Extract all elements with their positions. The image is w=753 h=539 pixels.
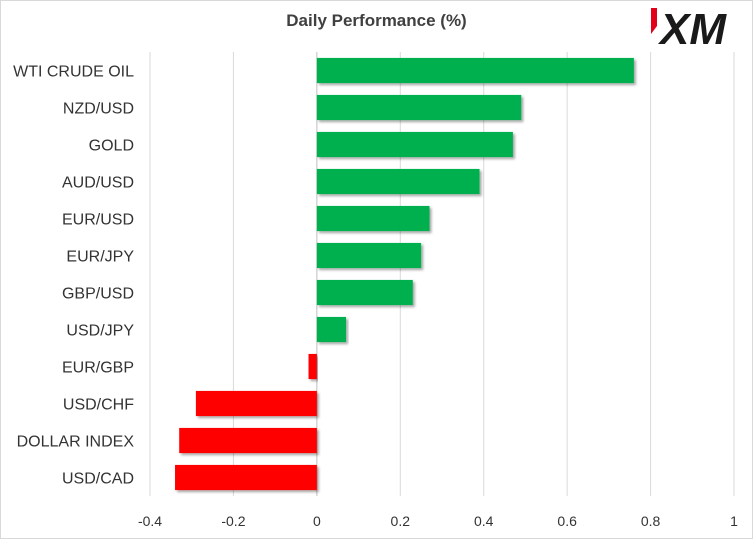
bar: [316, 131, 513, 158]
bar: [195, 390, 317, 417]
category-label: DOLLAR INDEX: [17, 434, 135, 451]
x-tick-label: -0.2: [221, 513, 245, 529]
bar: [308, 353, 317, 380]
category-label: USD/CHF: [63, 397, 134, 414]
category-label: WTI CRUDE OIL: [13, 64, 134, 81]
bar: [316, 279, 413, 306]
x-tick-label: 0.8: [641, 513, 661, 529]
category-label: USD/CAD: [62, 471, 134, 488]
bar: [316, 316, 347, 343]
category-label: AUD/USD: [62, 175, 134, 192]
bar: [316, 205, 430, 232]
bar: [316, 94, 522, 121]
category-label: GBP/USD: [62, 286, 134, 303]
category-label: GOLD: [89, 138, 134, 155]
bar: [316, 57, 634, 84]
category-label: USD/JPY: [66, 323, 134, 340]
bar: [316, 168, 480, 195]
x-tick-label: 0: [313, 513, 321, 529]
x-tick-label: -0.4: [138, 513, 162, 529]
chart-title: Daily Performance (%): [286, 11, 467, 30]
x-tick-label: 0.2: [391, 513, 411, 529]
category-label: EUR/GBP: [62, 360, 134, 377]
category-label: NZD/USD: [63, 101, 134, 118]
x-tick-label: 1: [730, 513, 738, 529]
x-tick-label: 0.4: [474, 513, 494, 529]
bar: [316, 242, 422, 269]
xm-logo: XM: [651, 5, 727, 52]
logo-accent: [651, 8, 657, 34]
category-label: EUR/USD: [62, 212, 134, 229]
logo-text: XM: [657, 5, 727, 52]
bar: [179, 427, 317, 454]
x-tick-label: 0.6: [557, 513, 577, 529]
bar: [175, 464, 317, 491]
category-label: EUR/JPY: [66, 249, 134, 266]
